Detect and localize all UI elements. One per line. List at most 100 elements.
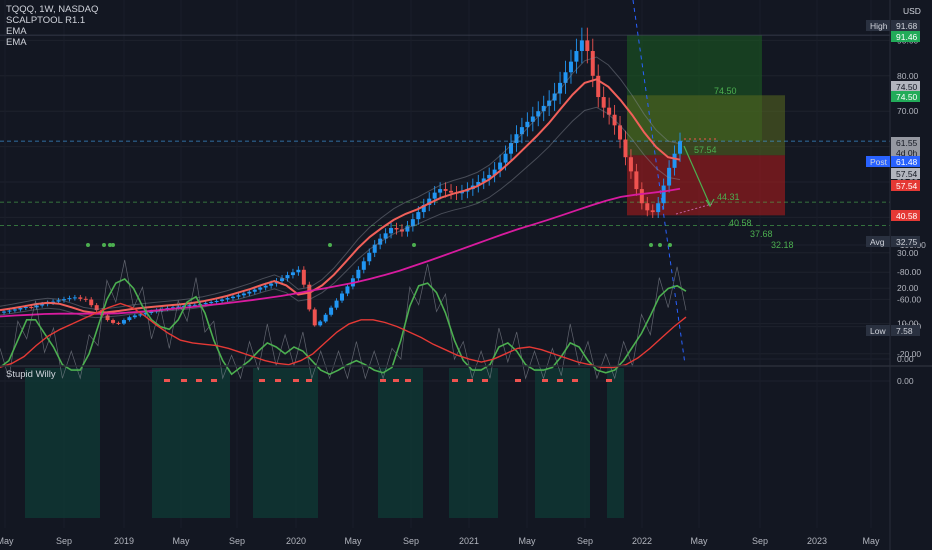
candle xyxy=(378,233,383,250)
candle xyxy=(389,222,394,239)
candle-body xyxy=(127,317,132,321)
osc-tick-label: -80.00 xyxy=(897,267,921,277)
osc-zone xyxy=(449,368,498,518)
candles[interactable] xyxy=(2,27,682,327)
overbought-marker xyxy=(393,379,399,382)
price-label-bg xyxy=(891,156,920,167)
candle-body xyxy=(61,299,66,301)
candle-body xyxy=(280,278,285,282)
indicator-scalptool[interactable]: SCALPTOOL R1.1 xyxy=(6,15,86,26)
oscillator-title[interactable]: Stupid Willy xyxy=(6,369,56,380)
candle-body xyxy=(639,189,644,204)
price-label-value: 57.54 xyxy=(896,181,918,191)
chart-legend: TQQQ, 1W, NASDAQ SCALPTOOL R1.1 EMA EMA xyxy=(6,4,98,48)
price-label-value: 40.58 xyxy=(896,211,918,221)
candle xyxy=(498,154,503,178)
osc-slow-line xyxy=(0,302,687,369)
price-label-tag-bg xyxy=(866,236,890,247)
candle-body xyxy=(487,174,492,179)
indicator-ema-1[interactable]: EMA xyxy=(6,26,27,37)
oversold-marker xyxy=(86,243,90,247)
candle-body xyxy=(329,307,334,315)
candle xyxy=(334,298,339,310)
candle xyxy=(547,90,552,117)
candle xyxy=(83,296,88,302)
overbought-marker xyxy=(452,379,458,382)
candle-body xyxy=(334,300,339,308)
candle xyxy=(438,182,443,200)
candle-body xyxy=(383,233,388,239)
candle-body xyxy=(443,189,448,191)
candle-body xyxy=(367,252,372,262)
osc-zone xyxy=(25,368,100,518)
price-label-value: 57.54 xyxy=(896,169,918,179)
price-label-value: 61.48 xyxy=(896,157,918,167)
price-label-value: 32.75 xyxy=(896,237,918,247)
overbought-marker xyxy=(380,379,386,382)
candle-body xyxy=(214,300,219,303)
price-label-bg xyxy=(891,180,920,191)
price-label-tag-bg xyxy=(866,20,890,31)
annotation-label: 32.18 xyxy=(771,240,794,250)
projection-arrow xyxy=(683,145,711,206)
candle-body xyxy=(618,125,623,140)
osc-tick-label: -60.00 xyxy=(897,294,921,304)
candle xyxy=(301,266,306,288)
candle-body xyxy=(492,169,497,175)
candle xyxy=(678,132,682,162)
osc-zone xyxy=(607,368,624,518)
candle xyxy=(509,134,513,162)
overbought-marker xyxy=(306,379,312,382)
price-label: 91.46 xyxy=(891,31,920,42)
ema-slow-line xyxy=(0,187,681,318)
candle-body xyxy=(318,321,323,326)
price-label-bg xyxy=(891,210,920,221)
candle xyxy=(72,294,77,301)
candle-body xyxy=(530,116,535,122)
candle-body xyxy=(29,306,34,308)
candle xyxy=(372,240,377,258)
overbought-marker xyxy=(515,379,521,382)
time-tick-label: May xyxy=(0,536,14,546)
candle-body xyxy=(285,275,290,279)
candle xyxy=(481,171,486,190)
price-label: 61.55 xyxy=(891,137,920,148)
candle-body xyxy=(432,192,437,199)
time-axis[interactable]: May Sep 2019 May Sep 2020 May Sep 2021 May Sep 2022… xyxy=(0,536,880,546)
candle xyxy=(596,64,601,108)
candle-body xyxy=(372,244,377,253)
candle xyxy=(236,292,241,300)
candle xyxy=(656,197,661,218)
candle-body xyxy=(361,261,366,270)
candle xyxy=(645,197,650,217)
candle-body xyxy=(345,286,350,294)
oversold-marker xyxy=(668,243,672,247)
candle xyxy=(329,305,334,317)
candle-body xyxy=(558,82,563,94)
candle-body xyxy=(476,182,481,186)
candle-body xyxy=(596,75,601,98)
candle-body xyxy=(541,105,546,112)
candle-body xyxy=(220,299,225,301)
price-tick-label: 30.00 xyxy=(897,248,919,258)
candle-body xyxy=(438,189,443,193)
candle xyxy=(356,266,361,282)
overbought-marker xyxy=(293,379,299,382)
oversold-marker xyxy=(108,243,112,247)
candle-body xyxy=(498,162,503,170)
candle xyxy=(574,38,579,74)
indicator-ema-2[interactable]: EMA xyxy=(6,37,27,48)
candle-body xyxy=(585,40,590,52)
candle-body xyxy=(399,229,404,232)
candle-body xyxy=(389,228,394,234)
candle xyxy=(61,296,66,303)
candle-body xyxy=(340,293,344,301)
time-tick-label: 2020 xyxy=(286,536,306,546)
oscillator-zones xyxy=(25,368,624,518)
time-tick-label: May xyxy=(862,536,880,546)
symbol-line[interactable]: TQQQ, 1W, NASDAQ xyxy=(6,4,99,15)
candle-body xyxy=(645,203,650,211)
candle xyxy=(443,182,448,198)
